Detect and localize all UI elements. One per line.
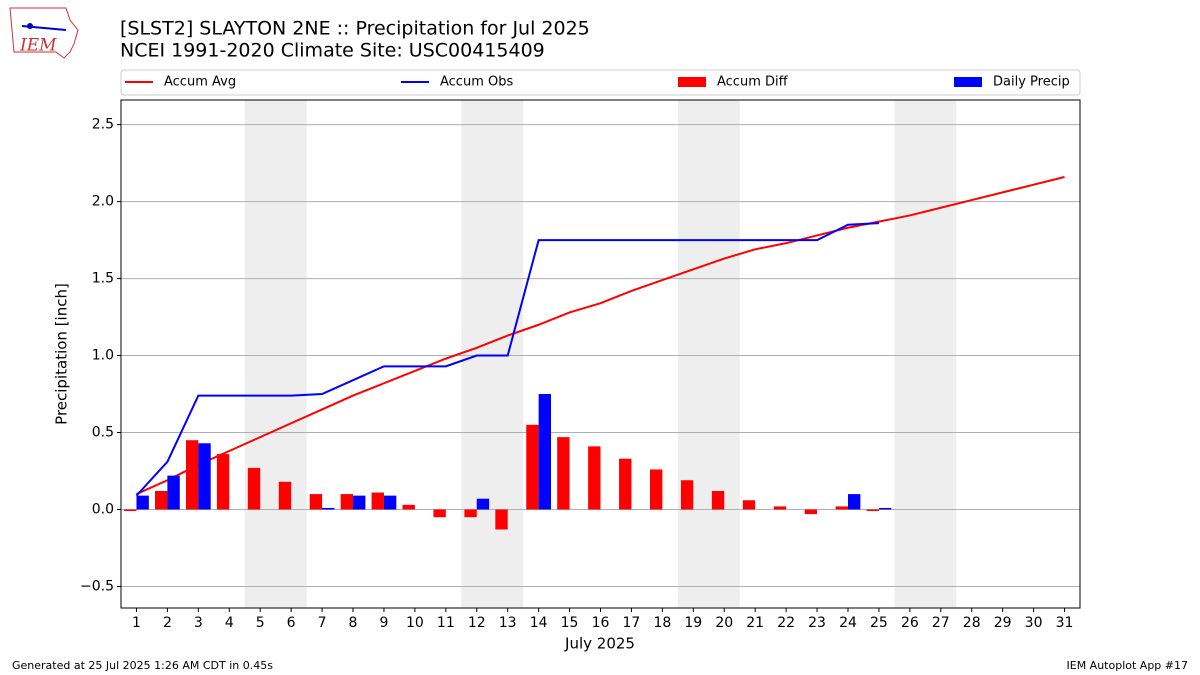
bar: [340, 494, 354, 510]
bar: [526, 424, 539, 510]
x-tick-label: 23: [808, 615, 826, 631]
legend-label: Accum Obs: [440, 75, 513, 90]
footer-right: IEM Autoplot App #17: [1067, 659, 1189, 672]
bar: [124, 509, 137, 512]
x-tick-label: 13: [499, 615, 517, 631]
x-tick-label: 31: [1056, 615, 1074, 631]
x-tick-label: 7: [318, 615, 327, 631]
bar: [847, 494, 861, 510]
y-axis-label: Precipitation [inch]: [53, 283, 71, 425]
chart-subtitle: NCEI 1991-2020 Climate Site: USC00415409: [120, 40, 545, 62]
x-axis-label: July 2025: [564, 635, 635, 653]
bar: [649, 469, 663, 510]
bar: [309, 494, 323, 510]
bar: [464, 509, 477, 518]
bar: [711, 491, 725, 510]
x-tick-label: 21: [746, 615, 764, 631]
chart-title: [SLST2] SLAYTON 2NE :: Precipitation for…: [120, 18, 590, 40]
bar: [588, 446, 601, 510]
x-tick-label: 25: [870, 615, 888, 631]
bar: [742, 500, 756, 510]
bar: [619, 458, 632, 510]
y-tick-label: −0.5: [80, 578, 114, 594]
x-tick-label: 18: [653, 615, 671, 631]
bar: [383, 495, 397, 510]
legend-label: Accum Diff: [717, 75, 789, 90]
bar: [866, 509, 879, 512]
plot-frame: [120, 99, 1081, 609]
bar: [402, 504, 415, 510]
bar: [804, 509, 818, 515]
x-tick-label: 12: [468, 615, 486, 631]
x-tick-label: 8: [349, 615, 358, 631]
x-tick-label: 22: [777, 615, 795, 631]
x-tick-label: 20: [715, 615, 733, 631]
bar: [476, 498, 490, 510]
legend: [120, 69, 1081, 96]
x-tick-label: 27: [932, 615, 950, 631]
x-tick-label: 26: [901, 615, 919, 631]
bar: [773, 506, 787, 510]
bar: [835, 506, 848, 510]
y-tick-label: 0.0: [92, 501, 114, 517]
x-tick-label: 19: [684, 615, 702, 631]
x-tick-label: 3: [194, 615, 203, 631]
logo-text: IEM: [19, 36, 57, 56]
y-tick-label: 1.5: [92, 271, 114, 287]
bar: [198, 443, 211, 510]
y-tick-label: 2.5: [92, 117, 114, 133]
bar: [538, 394, 552, 510]
x-tick-label: 17: [623, 615, 641, 631]
bar: [371, 492, 384, 510]
weekend-shade: [677, 100, 740, 608]
x-tick-label: 16: [592, 615, 610, 631]
bar: [878, 507, 892, 510]
x-tick-label: 11: [437, 615, 455, 631]
bar: [322, 507, 335, 510]
x-tick-label: 6: [287, 615, 296, 631]
x-tick-label: 5: [256, 615, 265, 631]
bar: [557, 437, 570, 510]
x-tick-label: 28: [963, 615, 981, 631]
x-tick-label: 10: [406, 615, 424, 631]
legend-swatch: [954, 77, 982, 87]
x-tick-label: 15: [561, 615, 579, 631]
bar: [680, 480, 694, 510]
x-tick-label: 9: [379, 615, 388, 631]
bar: [495, 509, 508, 530]
x-tick-label: 4: [225, 615, 234, 631]
bar: [216, 454, 230, 510]
line: [135, 222, 879, 497]
weekend-shade: [244, 100, 307, 608]
footer-left: Generated at 25 Jul 2025 1:26 AM CDT in …: [12, 659, 273, 672]
logo: IEM: [9, 7, 79, 59]
x-tick-label: 1: [132, 615, 141, 631]
bar: [353, 495, 366, 510]
y-tick-label: 0.5: [92, 425, 114, 441]
bar: [433, 509, 446, 518]
bar: [155, 491, 168, 510]
bar: [167, 475, 180, 510]
legend-label: Accum Avg: [164, 75, 236, 90]
legend-label: Daily Precip: [993, 75, 1070, 90]
bar: [278, 481, 292, 510]
x-tick-label: 2: [163, 615, 172, 631]
x-tick-label: 14: [530, 615, 548, 631]
bar: [185, 440, 199, 510]
x-tick-label: 30: [1025, 615, 1043, 631]
y-tick-label: 1.0: [92, 348, 114, 364]
x-tick-label: 24: [839, 615, 857, 631]
line: [136, 175, 1065, 495]
x-tick-label: 29: [994, 615, 1012, 631]
y-tick-label: 2.0: [92, 194, 114, 210]
legend-swatch: [678, 77, 706, 87]
bar: [136, 495, 149, 510]
bar: [247, 467, 261, 510]
weekend-shade: [461, 100, 524, 608]
weekend-shade: [894, 100, 957, 608]
